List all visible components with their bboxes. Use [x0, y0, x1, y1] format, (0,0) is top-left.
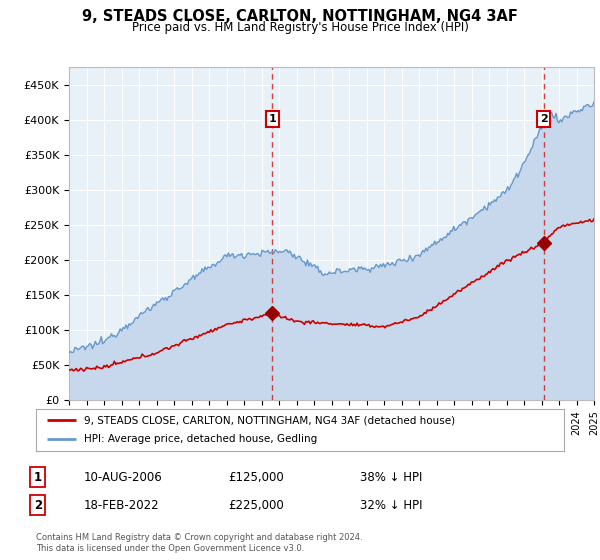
Text: £225,000: £225,000 [228, 498, 284, 512]
Text: HPI: Average price, detached house, Gedling: HPI: Average price, detached house, Gedl… [83, 435, 317, 445]
Text: 10-AUG-2006: 10-AUG-2006 [84, 470, 163, 484]
Text: 2: 2 [34, 498, 42, 512]
Text: 18-FEB-2022: 18-FEB-2022 [84, 498, 160, 512]
Text: Contains HM Land Registry data © Crown copyright and database right 2024.: Contains HM Land Registry data © Crown c… [36, 533, 362, 542]
Text: 2: 2 [540, 114, 547, 124]
Text: 32% ↓ HPI: 32% ↓ HPI [360, 498, 422, 512]
Text: £125,000: £125,000 [228, 470, 284, 484]
Text: 1: 1 [268, 114, 276, 124]
Text: 38% ↓ HPI: 38% ↓ HPI [360, 470, 422, 484]
Text: 9, STEADS CLOSE, CARLTON, NOTTINGHAM, NG4 3AF (detached house): 9, STEADS CLOSE, CARLTON, NOTTINGHAM, NG… [83, 415, 455, 425]
Text: 1: 1 [34, 470, 42, 484]
Text: Price paid vs. HM Land Registry's House Price Index (HPI): Price paid vs. HM Land Registry's House … [131, 21, 469, 34]
Text: 9, STEADS CLOSE, CARLTON, NOTTINGHAM, NG4 3AF: 9, STEADS CLOSE, CARLTON, NOTTINGHAM, NG… [82, 9, 518, 24]
Text: This data is licensed under the Open Government Licence v3.0.: This data is licensed under the Open Gov… [36, 544, 304, 553]
